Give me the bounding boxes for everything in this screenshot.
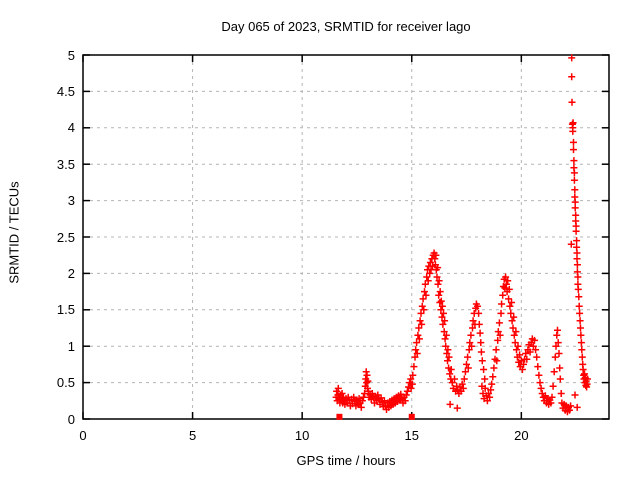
x-axis-label: GPS time / hours xyxy=(296,453,396,468)
x-tick-label: 20 xyxy=(514,428,529,443)
x-tick-label: 15 xyxy=(404,428,419,443)
y-tick-label: 4 xyxy=(67,120,75,136)
y-tick-label: 5 xyxy=(67,47,75,63)
zero-square-marker xyxy=(408,413,415,420)
scatter-points xyxy=(332,54,591,416)
y-tick-label: 3 xyxy=(67,193,75,209)
x-tick-label: 5 xyxy=(188,428,197,443)
chart-title: Day 065 of 2023, SRMTID for receiver lag… xyxy=(221,19,471,34)
x-tick-label: 0 xyxy=(79,428,87,443)
y-tick-label: 3.5 xyxy=(56,156,75,172)
y-tick-label: 4.5 xyxy=(56,83,75,99)
y-tick-label: 2.5 xyxy=(56,229,75,245)
y-tick-label: 2 xyxy=(67,265,75,281)
y-tick-label: 0.5 xyxy=(56,375,75,391)
y-tick-label: 1 xyxy=(67,338,75,354)
y-axis-label: SRMTID / TECUs xyxy=(6,181,22,284)
y-tick-label: 1.5 xyxy=(56,302,75,318)
y-tick-label: 0 xyxy=(67,411,75,427)
zero-square-marker xyxy=(336,413,343,420)
x-tick-label: 10 xyxy=(294,428,310,443)
